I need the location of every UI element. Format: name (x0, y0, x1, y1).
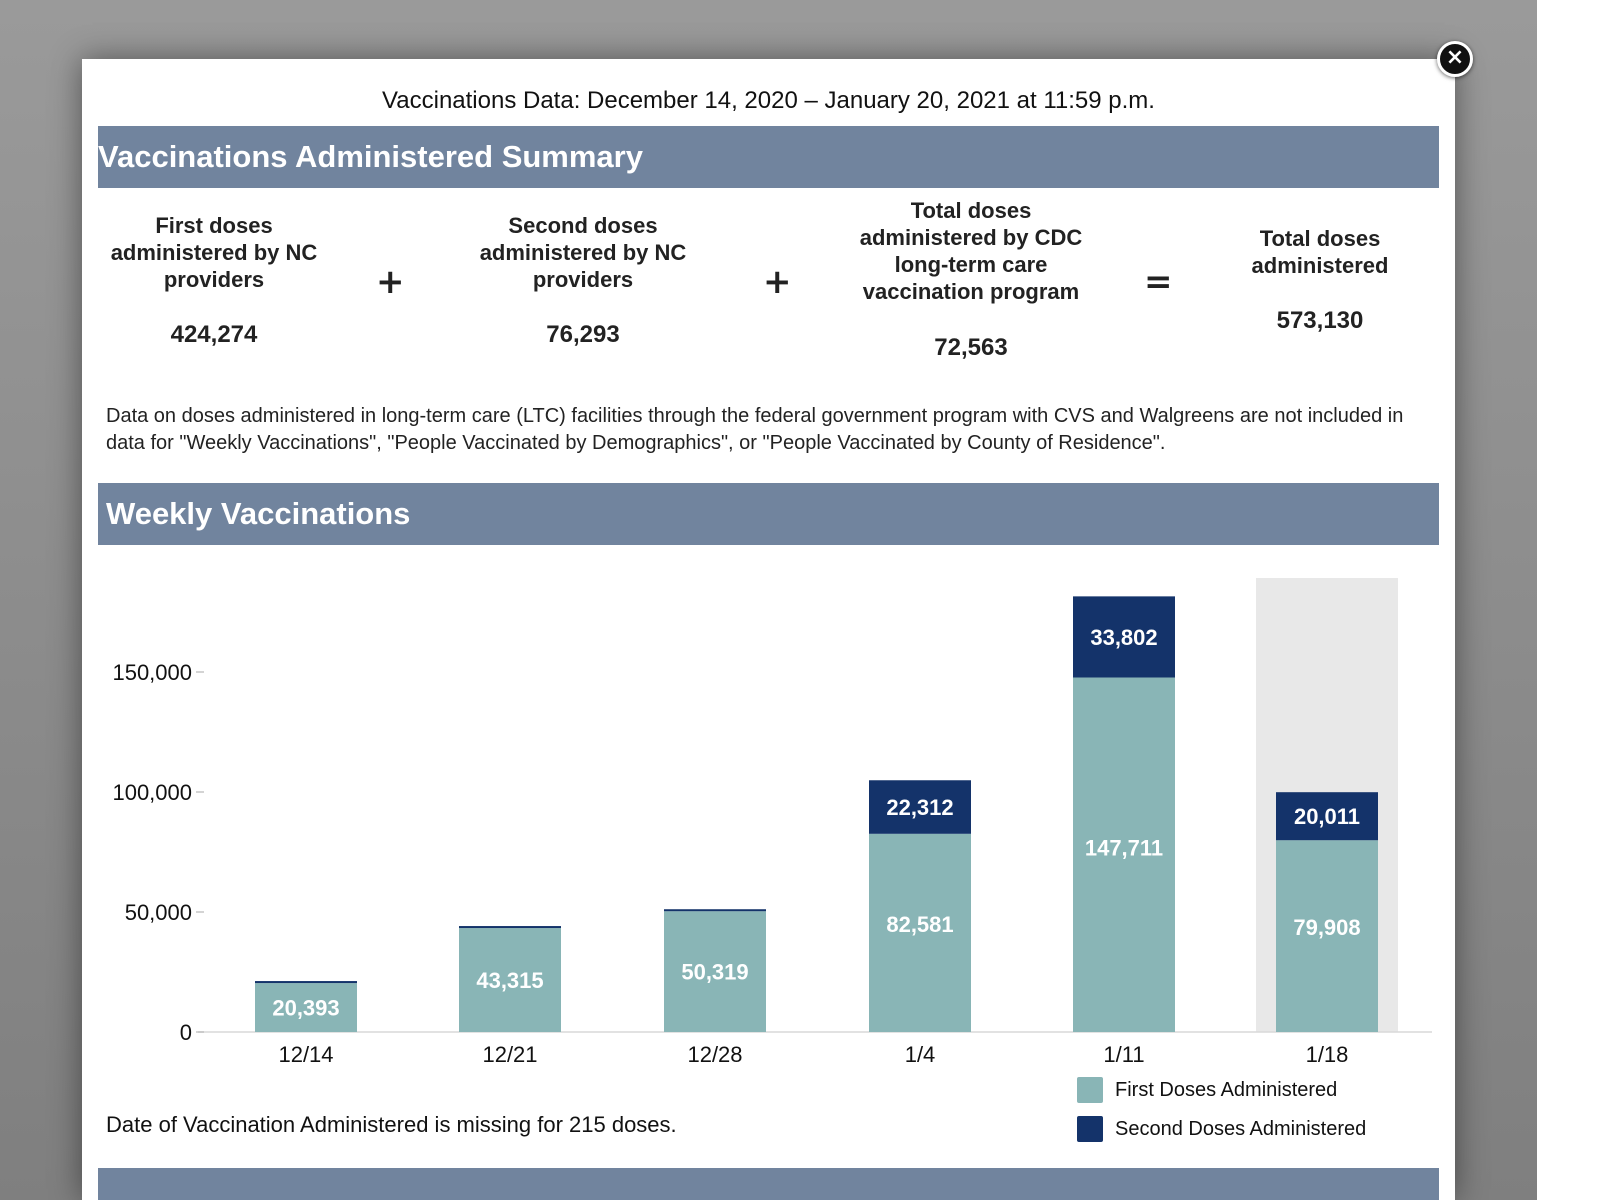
ltc-value: 72,563 (934, 334, 1008, 361)
first-doses-value: 424,274 (170, 321, 258, 348)
x-tick-label: 1/4 (905, 1042, 936, 1067)
total-label: Total doses administered (1251, 226, 1389, 278)
data-label-first-doses: 147,711 (1085, 835, 1163, 860)
next-section-header (98, 1168, 1439, 1200)
second-doses-label: Second doses administered by NC provider… (479, 213, 687, 292)
second-doses-value: 76,293 (546, 321, 620, 348)
ltc-label: Total doses administered by CDC long-ter… (859, 198, 1083, 304)
total-value: 573,130 (1276, 307, 1364, 334)
bar-first-doses (459, 928, 561, 1032)
legend-swatch-second (1077, 1116, 1103, 1142)
y-tick-label: 150,000 (112, 660, 192, 685)
bar-second-doses (664, 909, 766, 912)
weekly-title: Weekly Vaccinations (106, 496, 411, 531)
summary-section-header: Vaccinations Administered Summary (98, 126, 1439, 188)
close-icon[interactable]: × (1437, 41, 1473, 77)
legend-label-first: First Doses Administered (1115, 1079, 1338, 1101)
first-doses-label: First doses administered by NC providers (110, 213, 318, 292)
x-tick-label: 12/28 (687, 1042, 742, 1067)
y-tick-label: 100,000 (112, 780, 192, 805)
data-label-first-doses: 50,319 (681, 960, 748, 985)
plus-operator-1: + (376, 262, 405, 302)
weekly-section-header: Weekly Vaccinations (98, 483, 1439, 545)
bar-first-doses (664, 911, 766, 1032)
ltc-summary: Total doses administered by CDC long-ter… (846, 197, 1096, 362)
data-label-first-doses: 82,581 (886, 912, 953, 937)
second-doses-summary: Second doses administered by NC provider… (468, 212, 698, 349)
x-tick-label: 1/11 (1103, 1042, 1144, 1067)
bar-first-doses (1276, 840, 1378, 1032)
missing-dates-note: Date of Vaccination Administered is miss… (106, 1112, 677, 1137)
summary-title: Vaccinations Administered Summary (98, 139, 643, 174)
data-label-first-doses: 43,315 (476, 968, 543, 993)
data-label-second-doses: 33,802 (1090, 625, 1157, 650)
data-label-second-doses: 20,011 (1294, 804, 1360, 829)
x-tick-label: 1/18 (1306, 1042, 1349, 1067)
x-tick-label: 12/14 (278, 1042, 333, 1067)
plus-operator-2: + (763, 262, 792, 302)
bar-second-doses (1073, 596, 1175, 678)
equals-operator: = (1144, 262, 1173, 302)
data-label-first-doses: 20,393 (272, 996, 339, 1021)
vaccination-modal: Vaccinations Data: December 14, 2020 – J… (82, 59, 1455, 1200)
bar-first-doses (1073, 677, 1175, 1032)
bar-second-doses (1276, 792, 1378, 841)
y-tick-label: 50,000 (125, 900, 192, 925)
bar-first-doses (255, 983, 357, 1032)
data-label-second-doses: 22,312 (886, 795, 953, 820)
bar-first-doses (869, 833, 971, 1032)
bar-second-doses (255, 981, 357, 984)
data-label-first-doses: 79,908 (1293, 915, 1360, 940)
ltc-disclaimer-note: Data on doses administered in long-term … (106, 405, 1404, 454)
total-summary: Total doses administered 573,130 (1230, 225, 1410, 335)
backdrop-edge (1537, 0, 1600, 1200)
first-doses-summary: First doses administered by NC providers… (104, 212, 324, 349)
bar-second-doses (459, 926, 561, 929)
legend-swatch-first (1077, 1077, 1103, 1103)
legend-label-second: Second Doses Administered (1115, 1118, 1367, 1140)
data-date-heading: Vaccinations Data: December 14, 2020 – J… (382, 87, 1155, 114)
bar-second-doses (869, 780, 971, 834)
y-tick-label: 0 (180, 1020, 192, 1045)
weekly-vaccinations-chart: 0 50,000 100,000 150,000 20,393 12/14 43,315 12… (112, 578, 1432, 1067)
x-tick-label: 12/21 (482, 1042, 537, 1067)
